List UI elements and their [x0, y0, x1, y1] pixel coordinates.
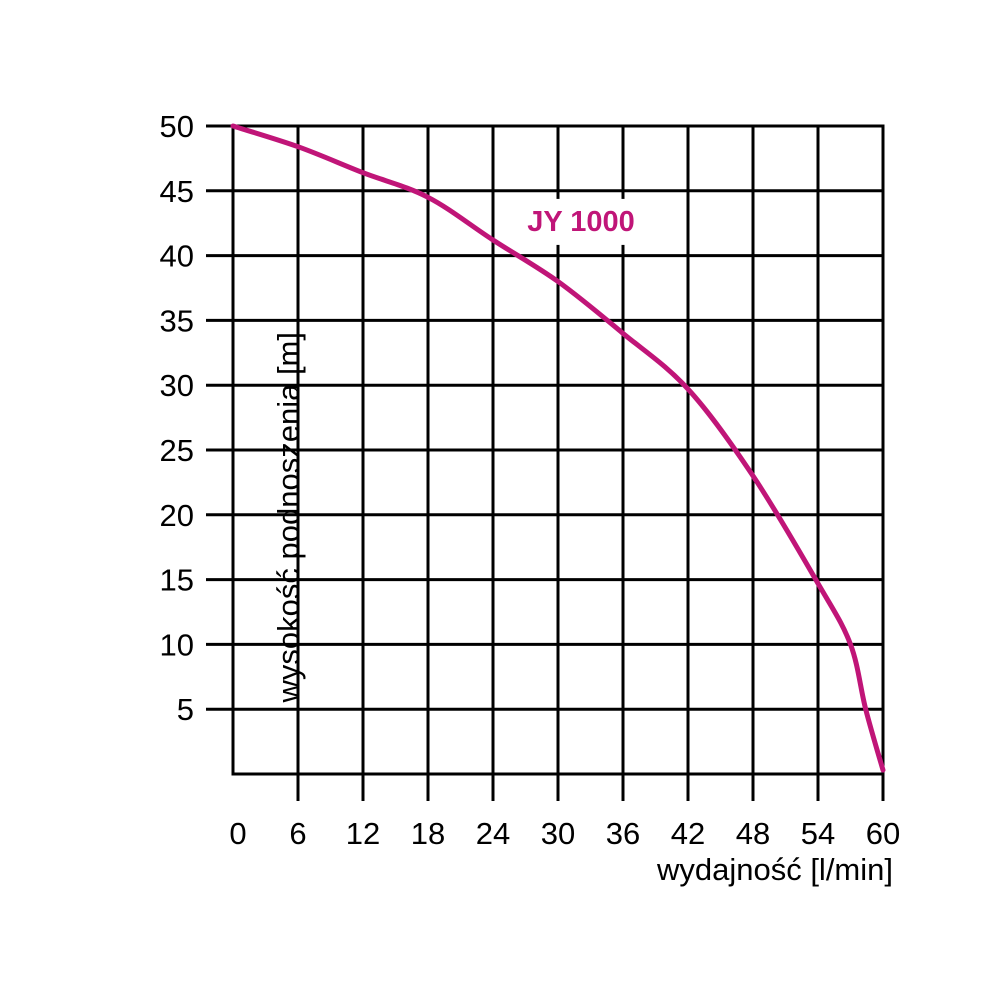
y-tick-label: 5 [177, 692, 194, 727]
x-tick-label: 48 [736, 816, 770, 851]
x-tick-label: 0 [229, 816, 246, 851]
x-tick-label: 30 [541, 816, 575, 851]
y-tick-label: 25 [160, 433, 194, 468]
y-tick-label: 35 [160, 303, 194, 338]
y-tick-label: 15 [160, 563, 194, 598]
y-tick-label: 20 [160, 498, 194, 533]
x-tick-label: 54 [801, 816, 835, 851]
x-tick-label: 36 [606, 816, 640, 851]
series-label: JY 1000 [527, 206, 635, 238]
x-tick-label: 60 [866, 816, 900, 851]
y-tick-label: 30 [160, 368, 194, 403]
y-axis-title: wysokość podnoszenia [m] [271, 332, 307, 703]
x-tick-label: 12 [346, 816, 380, 851]
x-tick-label: 6 [289, 816, 306, 851]
y-tick-label: 45 [160, 174, 194, 209]
pump-curve [230, 123, 886, 773]
annotation-background [502, 198, 659, 245]
y-tick-label: 40 [160, 239, 194, 274]
x-axis-title: wydajność [l/min] [656, 852, 893, 887]
y-tick-label: 10 [160, 627, 194, 662]
x-tick-label: 24 [476, 816, 510, 851]
x-tick-label: 42 [671, 816, 705, 851]
y-tick-label: 50 [160, 109, 194, 144]
x-tick-label: 18 [411, 816, 445, 851]
